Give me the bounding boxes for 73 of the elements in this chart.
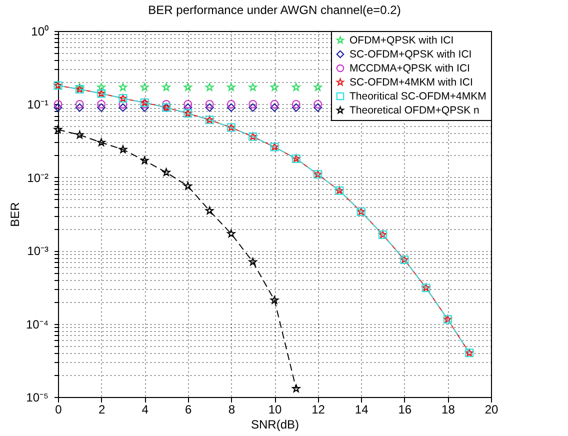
- point: [140, 156, 149, 164]
- x-tick-label: 18: [442, 402, 456, 416]
- point: [184, 182, 192, 190]
- point: [270, 100, 279, 108]
- x-tick-label: 6: [185, 402, 192, 416]
- point: [248, 83, 257, 91]
- x-tick-label: 10: [268, 402, 282, 416]
- point: [205, 206, 214, 214]
- legend-label: SC-OFDM+QPSK with ICI: [350, 48, 472, 60]
- legend-label: OFDM+QPSK with ICI: [350, 34, 454, 46]
- y-tick-label: 10⁻⁵: [26, 390, 49, 404]
- point: [226, 103, 236, 112]
- point: [118, 145, 128, 154]
- y-tick-label: 10⁻³: [27, 244, 49, 258]
- point: [248, 258, 257, 266]
- point: [248, 100, 258, 108]
- y-tick-label: 10⁻²: [27, 170, 49, 185]
- point: [314, 100, 322, 108]
- y-tick-label: 10⁻⁴: [26, 317, 48, 332]
- point: [118, 103, 128, 112]
- x-tick-label: 4: [142, 402, 149, 416]
- point: [97, 103, 106, 112]
- legend-label: Theoritical SC-OFDM+4MKM: [350, 90, 486, 102]
- point: [76, 130, 84, 139]
- legend-label: SC-OFDM+4MKM with ICI: [350, 76, 473, 88]
- x-tick-label: 12: [312, 402, 326, 416]
- point: [162, 83, 170, 91]
- point: [292, 100, 300, 108]
- y-tick-label: 10⁰: [31, 24, 48, 38]
- point: [75, 103, 84, 112]
- x-tick-label: 8: [228, 402, 236, 416]
- point: [140, 83, 149, 91]
- point: [140, 103, 149, 112]
- point: [97, 100, 106, 108]
- x-tick-label: 20: [484, 402, 498, 416]
- point: [118, 83, 128, 91]
- legend-label: MCCDMA+QPSK with ICI: [350, 62, 470, 74]
- point: [54, 125, 62, 134]
- x-axis-title: SNR(dB): [250, 418, 300, 432]
- x-tick-label: 0: [55, 402, 62, 416]
- point: [54, 100, 62, 108]
- point: [118, 100, 128, 108]
- point: [97, 83, 106, 91]
- point: [205, 100, 214, 108]
- x-tick-label: 14: [354, 402, 369, 416]
- point: [162, 100, 171, 108]
- point: [270, 103, 279, 112]
- point: [292, 103, 300, 112]
- x-tick-label: 16: [398, 402, 412, 416]
- point: [184, 103, 192, 112]
- point: [54, 103, 62, 112]
- point: [292, 384, 300, 392]
- point: [162, 168, 170, 176]
- point: [314, 83, 322, 91]
- point: [227, 229, 236, 238]
- y-axis-title: BER: [8, 202, 22, 227]
- point: [205, 83, 214, 91]
- chart-title: BER performance under AWGN channel(e=0.2): [148, 3, 401, 17]
- point: [227, 83, 236, 91]
- point: [97, 138, 106, 146]
- point: [314, 103, 322, 112]
- legend-label: Theoretical OFDM+QPSK n: [350, 104, 480, 116]
- point: [226, 100, 236, 108]
- point: [248, 103, 258, 112]
- y-tick-label: 10⁻¹: [27, 98, 49, 112]
- point: [292, 83, 300, 91]
- point: [270, 296, 279, 304]
- point: [205, 103, 214, 112]
- x-tick-label: 2: [98, 402, 106, 416]
- point: [184, 100, 192, 108]
- point: [184, 83, 192, 91]
- point: [75, 100, 84, 108]
- point: [270, 83, 279, 91]
